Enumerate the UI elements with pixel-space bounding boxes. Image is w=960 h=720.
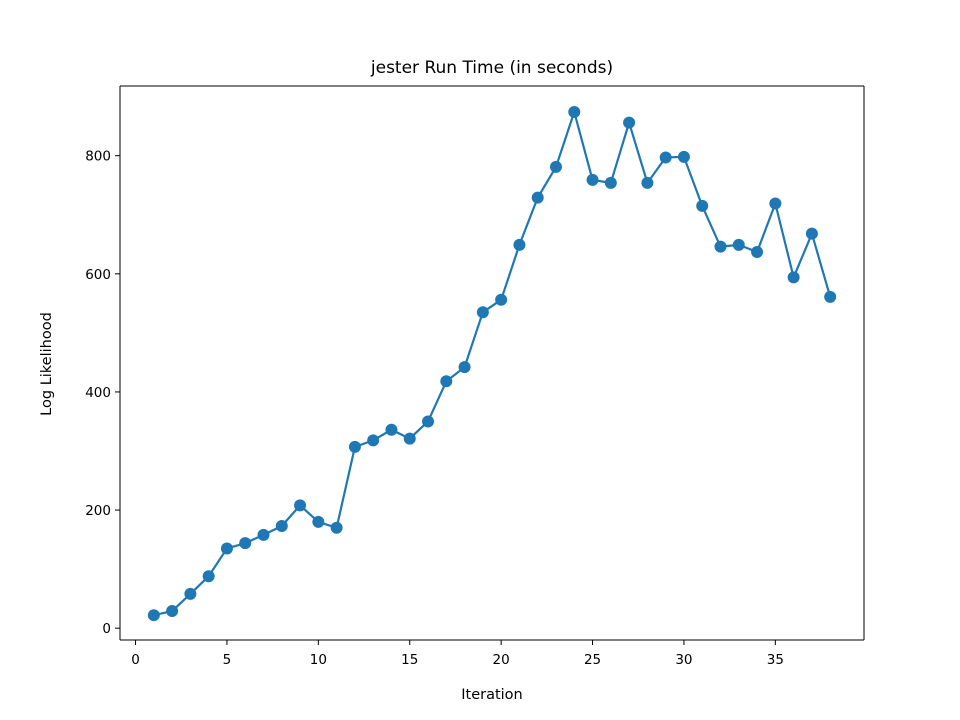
data-point [732, 238, 745, 251]
x-tick-label: 0 [131, 652, 140, 668]
x-tick-label: 20 [493, 652, 510, 668]
data-point [495, 293, 508, 306]
data-point [623, 116, 636, 129]
data-point [403, 432, 416, 445]
data-point [202, 570, 215, 583]
data-point [257, 528, 270, 541]
data-point [769, 197, 782, 210]
series-layer [147, 105, 837, 622]
data-point [824, 290, 837, 303]
data-point [166, 605, 179, 618]
y-tick-label: 800 [85, 149, 111, 165]
y-tick-label: 200 [85, 503, 111, 519]
data-point [312, 515, 325, 528]
y-tick-label: 600 [85, 267, 111, 283]
data-point [513, 238, 526, 251]
data-point [714, 240, 727, 253]
data-point [659, 151, 672, 164]
data-point [367, 434, 380, 447]
chart-title: jester Run Time (in seconds) [370, 58, 613, 78]
data-point [330, 521, 343, 534]
data-point [531, 191, 544, 204]
data-point [184, 587, 197, 600]
data-point [294, 499, 307, 512]
data-point [696, 199, 709, 212]
plot-area [120, 86, 864, 640]
data-point [568, 105, 581, 118]
axes-layer: 0 5 10 15 20 25 30 35 0 200 400 600 800 [85, 85, 865, 668]
plot-background [120, 86, 864, 640]
y-tick-label: 0 [102, 621, 111, 637]
data-point [586, 173, 599, 186]
x-tick-label: 25 [584, 652, 601, 668]
data-point [440, 375, 453, 388]
data-point [458, 361, 471, 374]
data-point [641, 176, 654, 189]
data-point [677, 150, 690, 163]
y-axis-label: Log Likelihood [39, 312, 55, 416]
data-point [275, 520, 288, 533]
x-axis-label: Iteration [461, 687, 523, 703]
data-point [239, 537, 252, 550]
x-tick-label: 15 [401, 652, 418, 668]
data-point [805, 227, 818, 240]
data-point [604, 176, 617, 189]
data-point [549, 160, 562, 173]
data-point [220, 542, 233, 555]
data-point [476, 306, 489, 319]
data-point [751, 245, 764, 258]
data-point [147, 609, 160, 622]
data-point [385, 423, 398, 436]
x-tick-label: 35 [767, 652, 784, 668]
x-tick-label: 5 [223, 652, 232, 668]
data-point [787, 271, 800, 284]
data-point [422, 415, 435, 428]
y-tick-label: 400 [85, 385, 111, 401]
data-point [348, 440, 361, 453]
x-tick-label: 30 [675, 652, 692, 668]
x-tick-label: 10 [310, 652, 327, 668]
